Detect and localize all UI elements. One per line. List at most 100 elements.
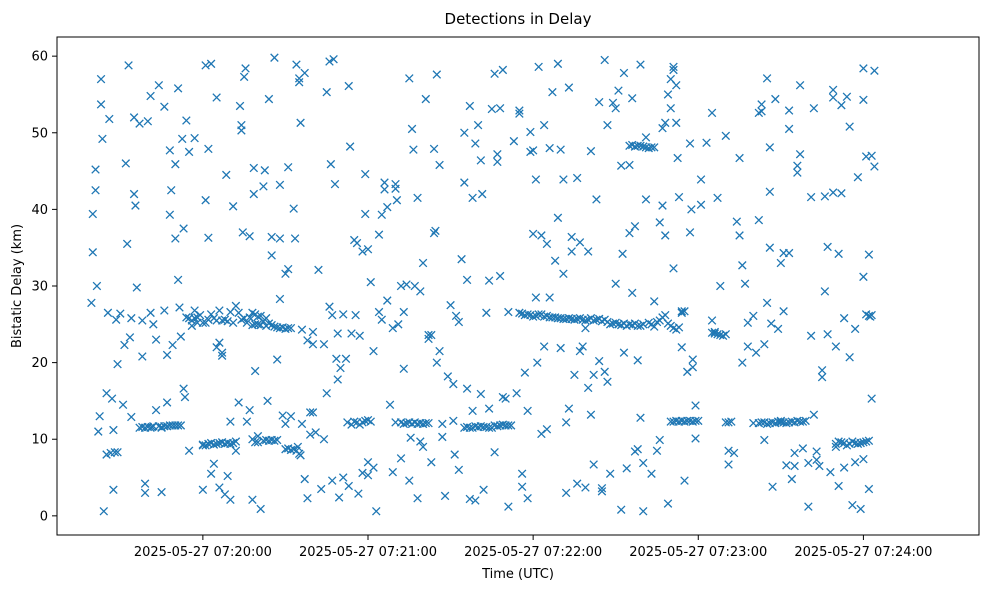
data-point bbox=[707, 328, 717, 337]
data-point bbox=[344, 481, 353, 491]
data-point bbox=[223, 471, 232, 481]
data-point bbox=[570, 315, 579, 324]
data-point bbox=[608, 98, 618, 108]
data-point bbox=[564, 404, 574, 413]
data-point bbox=[564, 83, 574, 92]
data-point bbox=[636, 60, 645, 69]
data-point bbox=[146, 91, 155, 101]
data-point bbox=[162, 350, 172, 360]
data-point bbox=[859, 95, 868, 105]
data-point bbox=[366, 277, 376, 287]
data-point bbox=[308, 327, 318, 337]
data-point bbox=[647, 469, 656, 478]
data-point bbox=[696, 175, 706, 184]
x-tick-label: 2025-05-27 07:21:00 bbox=[299, 545, 437, 560]
chart-title: Detections in Delay bbox=[445, 10, 592, 28]
data-point bbox=[531, 175, 541, 184]
data-point bbox=[669, 264, 678, 273]
data-point bbox=[691, 434, 700, 443]
data-point bbox=[504, 502, 513, 511]
data-point bbox=[658, 123, 667, 133]
x-tick-label: 2025-05-27 07:24:00 bbox=[794, 545, 932, 560]
data-point bbox=[867, 151, 876, 161]
data-point bbox=[490, 447, 499, 457]
data-point bbox=[625, 228, 634, 238]
data-point bbox=[523, 406, 532, 416]
data-point bbox=[260, 166, 270, 175]
data-point bbox=[479, 485, 488, 495]
data-point bbox=[341, 354, 351, 364]
data-point bbox=[677, 307, 687, 316]
data-point bbox=[250, 366, 260, 376]
data-point bbox=[206, 59, 216, 69]
data-point bbox=[322, 389, 331, 398]
data-point bbox=[677, 343, 687, 352]
x-tick-label: 2025-05-27 07:22:00 bbox=[464, 545, 602, 560]
data-point bbox=[468, 406, 477, 416]
data-point bbox=[864, 436, 874, 446]
data-point bbox=[385, 400, 395, 410]
data-point bbox=[209, 459, 219, 469]
data-point bbox=[539, 342, 549, 351]
data-point bbox=[182, 313, 191, 322]
data-point bbox=[460, 178, 469, 187]
data-point bbox=[556, 343, 565, 353]
data-point bbox=[845, 352, 854, 362]
data-point bbox=[757, 418, 766, 427]
data-point bbox=[198, 318, 208, 328]
data-point bbox=[666, 103, 676, 113]
data-point bbox=[724, 460, 733, 469]
data-point bbox=[329, 54, 338, 64]
data-point bbox=[180, 392, 190, 402]
data-point bbox=[363, 244, 373, 254]
data-point bbox=[795, 81, 805, 90]
data-point bbox=[454, 465, 464, 475]
data-point bbox=[652, 446, 662, 455]
data-point bbox=[278, 411, 287, 420]
data-point bbox=[135, 119, 144, 128]
data-point bbox=[766, 319, 776, 328]
data-point bbox=[743, 318, 753, 328]
data-point bbox=[673, 153, 682, 163]
data-point bbox=[215, 338, 224, 347]
data-point bbox=[300, 68, 309, 78]
data-point bbox=[638, 506, 648, 516]
data-point bbox=[344, 81, 353, 91]
data-point bbox=[374, 307, 384, 317]
data-point bbox=[175, 303, 184, 312]
y-axis: 0 10 20 30 40 50 60 bbox=[31, 50, 57, 524]
data-point bbox=[198, 485, 208, 495]
data-point bbox=[99, 506, 109, 516]
data-point bbox=[173, 275, 183, 285]
data-point bbox=[209, 440, 219, 449]
data-point bbox=[226, 439, 235, 449]
data-point bbox=[790, 448, 799, 458]
data-point bbox=[138, 316, 147, 325]
data-point bbox=[729, 448, 739, 458]
data-point bbox=[859, 454, 868, 464]
data-point bbox=[105, 114, 114, 124]
data-point bbox=[765, 243, 775, 252]
data-point bbox=[804, 502, 813, 511]
data-point bbox=[837, 438, 846, 447]
data-point bbox=[572, 173, 582, 183]
data-point bbox=[165, 210, 175, 220]
data-point bbox=[504, 307, 513, 317]
y-tick-label: 60 bbox=[31, 50, 48, 65]
data-point bbox=[171, 234, 180, 243]
y-tick-label: 10 bbox=[31, 433, 48, 448]
data-point bbox=[388, 323, 398, 333]
x-axis: 2025-05-27 07:20:00 2025-05-27 07:21:00 20… bbox=[134, 535, 932, 560]
data-point bbox=[534, 62, 543, 72]
data-point bbox=[157, 487, 166, 497]
data-point bbox=[526, 147, 535, 157]
data-point bbox=[671, 118, 681, 128]
data-point bbox=[204, 315, 213, 324]
data-point bbox=[91, 165, 100, 174]
data-point bbox=[614, 86, 623, 95]
data-point bbox=[424, 418, 433, 428]
data-point bbox=[325, 57, 334, 66]
data-point bbox=[776, 258, 786, 268]
data-point bbox=[553, 213, 563, 223]
data-point bbox=[88, 209, 98, 219]
